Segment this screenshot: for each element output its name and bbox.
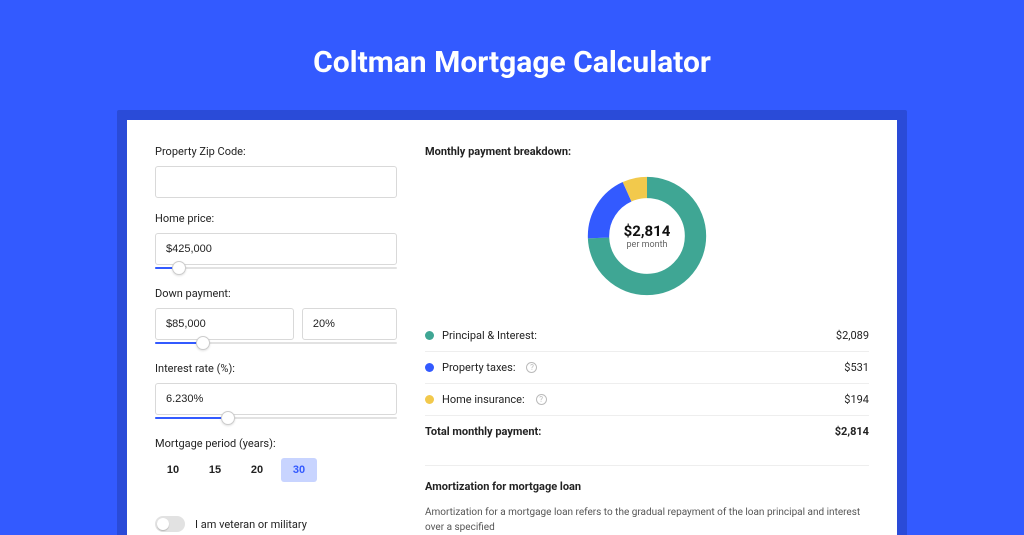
donut-chart: $2,814 per month bbox=[425, 172, 869, 300]
down-pct-input[interactable] bbox=[302, 308, 397, 340]
period-btn-10[interactable]: 10 bbox=[155, 458, 191, 482]
down-field: Down payment: bbox=[155, 287, 397, 348]
legend-total-row: Total monthly payment: $2,814 bbox=[425, 416, 869, 447]
period-btn-20[interactable]: 20 bbox=[239, 458, 275, 482]
down-slider[interactable] bbox=[155, 338, 397, 348]
info-icon[interactable]: ? bbox=[526, 362, 537, 373]
zip-field: Property Zip Code: bbox=[155, 145, 397, 198]
total-label: Total monthly payment: bbox=[425, 425, 541, 438]
panel-frame: Property Zip Code: Home price: Down paym… bbox=[117, 110, 907, 535]
legend-dot bbox=[425, 363, 434, 372]
price-input[interactable] bbox=[155, 233, 397, 265]
veteran-label: I am veteran or military bbox=[195, 518, 307, 531]
veteran-toggle[interactable] bbox=[155, 516, 185, 532]
period-label: Mortgage period (years): bbox=[155, 437, 397, 450]
rate-field: Interest rate (%): bbox=[155, 362, 397, 423]
legend-value: $194 bbox=[844, 393, 869, 406]
total-value: $2,814 bbox=[835, 425, 869, 438]
legend-value: $2,089 bbox=[836, 329, 869, 342]
legend-row: Home insurance:? $194 bbox=[425, 384, 869, 416]
legend-dot bbox=[425, 395, 434, 404]
veteran-toggle-row: I am veteran or military bbox=[155, 516, 397, 532]
amort-text: Amortization for a mortgage loan refers … bbox=[425, 505, 869, 535]
inputs-column: Property Zip Code: Home price: Down paym… bbox=[155, 145, 397, 535]
zip-input[interactable] bbox=[155, 166, 397, 198]
breakdown-title: Monthly payment breakdown: bbox=[425, 145, 869, 158]
amortization-section: Amortization for mortgage loan Amortizat… bbox=[425, 465, 869, 535]
down-label: Down payment: bbox=[155, 287, 397, 300]
price-label: Home price: bbox=[155, 212, 397, 225]
toggle-knob bbox=[157, 518, 169, 530]
period-field: Mortgage period (years): 10152030 bbox=[155, 437, 397, 482]
legend-row: Principal & Interest: $2,089 bbox=[425, 320, 869, 352]
calculator-panel: Property Zip Code: Home price: Down paym… bbox=[127, 120, 897, 535]
legend-dot bbox=[425, 331, 434, 340]
legend: Principal & Interest: $2,089 Property taxe… bbox=[425, 320, 869, 447]
period-btn-15[interactable]: 15 bbox=[197, 458, 233, 482]
breakdown-column: Monthly payment breakdown: $2,814 per mo… bbox=[425, 145, 869, 535]
amort-title: Amortization for mortgage loan bbox=[425, 480, 869, 493]
legend-value: $531 bbox=[844, 361, 869, 374]
rate-label: Interest rate (%): bbox=[155, 362, 397, 375]
period-btn-30[interactable]: 30 bbox=[281, 458, 317, 482]
price-field: Home price: bbox=[155, 212, 397, 273]
zip-label: Property Zip Code: bbox=[155, 145, 397, 158]
rate-input[interactable] bbox=[155, 383, 397, 415]
donut-amount: $2,814 bbox=[624, 222, 671, 240]
legend-label: Principal & Interest: bbox=[442, 329, 537, 342]
info-icon[interactable]: ? bbox=[536, 394, 547, 405]
price-slider[interactable] bbox=[155, 263, 397, 273]
rate-slider[interactable] bbox=[155, 413, 397, 423]
legend-row: Property taxes:? $531 bbox=[425, 352, 869, 384]
legend-label: Home insurance: bbox=[442, 393, 525, 406]
down-amount-input[interactable] bbox=[155, 308, 294, 340]
donut-sub: per month bbox=[624, 240, 671, 250]
legend-label: Property taxes: bbox=[442, 361, 515, 374]
page-title: Coltman Mortgage Calculator bbox=[0, 45, 1024, 80]
